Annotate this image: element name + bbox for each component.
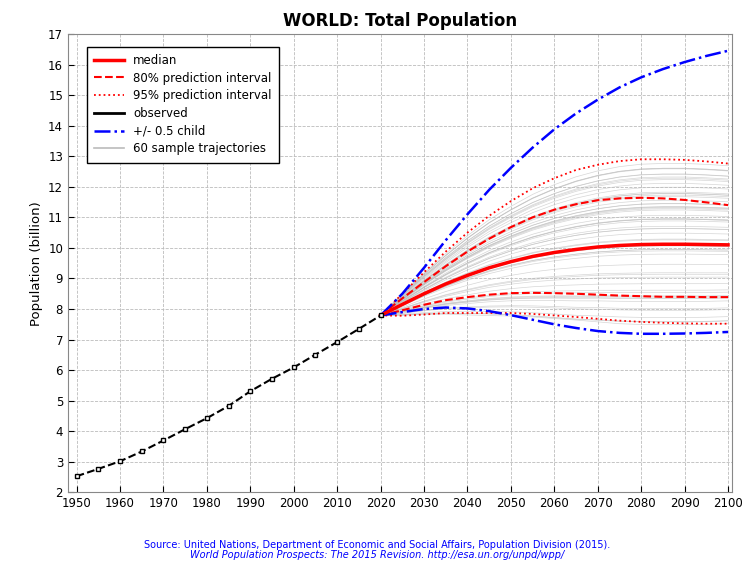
Legend: median, 80% prediction interval, 95% prediction interval, observed, +/- 0.5 chil: median, 80% prediction interval, 95% pre… <box>87 47 279 162</box>
Text: World Population Prospects: The 2015 Revision. http://esa.un.org/unpd/wpp/: World Population Prospects: The 2015 Rev… <box>190 550 565 560</box>
Y-axis label: Population (billion): Population (billion) <box>29 201 42 325</box>
Title: WORLD: Total Population: WORLD: Total Population <box>283 12 517 29</box>
Text: Source: United Nations, Department of Economic and Social Affairs, Population Di: Source: United Nations, Department of Ec… <box>144 540 611 550</box>
